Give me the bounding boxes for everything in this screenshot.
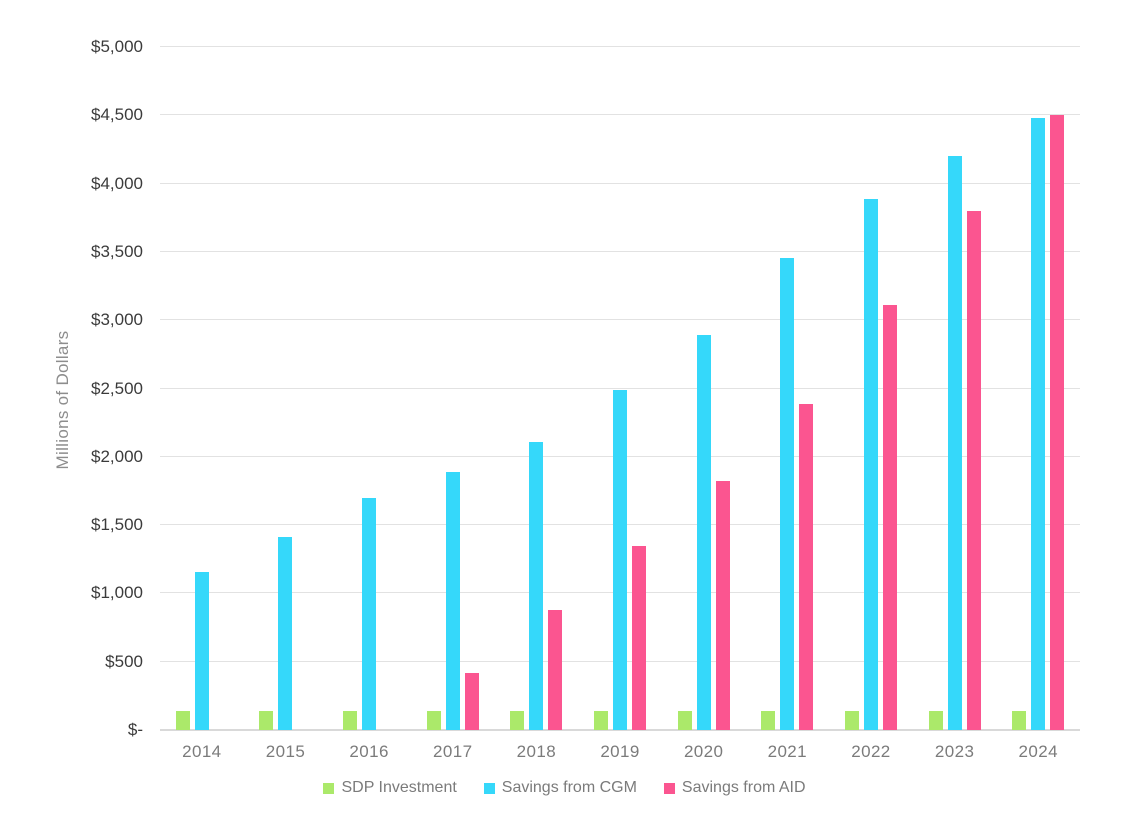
- legend-label: Savings from CGM: [501, 779, 637, 796]
- bar-savings-from-cgm-2023: [947, 156, 962, 730]
- gridline: [160, 182, 1080, 184]
- bar-savings-from-aid-2024: [1050, 114, 1065, 730]
- legend-swatch-icon: [323, 782, 335, 794]
- bars-layer: [160, 47, 1080, 730]
- y-tick-label: $3,500: [91, 241, 143, 261]
- bar-group-2022: [829, 47, 913, 730]
- bar-group-2023: [913, 47, 997, 730]
- bar-sdp-investment-2016: [343, 710, 358, 730]
- bar-savings-from-cgm-2020: [696, 335, 711, 730]
- x-tick-label-2022: 2022: [851, 742, 891, 761]
- legend-item-savings-from-aid: Savings from AID: [663, 779, 806, 797]
- legend-item-savings-from-cgm: Savings from CGM: [483, 779, 637, 797]
- x-tick-label-2015: 2015: [265, 742, 306, 761]
- bar-sdp-investment-2018: [510, 710, 525, 730]
- bar-savings-from-cgm-2021: [780, 258, 795, 730]
- bar-savings-from-cgm-2015: [278, 536, 293, 730]
- gridline: [160, 319, 1080, 321]
- plot-area: $5,000 $4,500 $4,000 $3,500 $3,000 $2,500 $2,0…: [91, 37, 1080, 739]
- bar-sdp-investment-2019: [594, 710, 609, 730]
- x-tick-label-2014: 2014: [182, 742, 222, 761]
- bar-savings-from-cgm-2014: [194, 571, 209, 730]
- bar-savings-from-aid-2022: [882, 304, 897, 730]
- x-axis-line: [160, 729, 1080, 731]
- x-axis-labels: 2014 2015 2016 2017 2018 2019 2020 2021 2022 2023…: [160, 742, 1080, 762]
- bar-savings-from-aid-2018: [548, 610, 563, 730]
- bar-savings-from-cgm-2022: [863, 199, 878, 730]
- y-tick-label: $1,000: [91, 583, 143, 603]
- bar-group-2024: [996, 47, 1080, 730]
- x-tick-label-2017: 2017: [433, 742, 473, 761]
- bar-sdp-investment-2023: [928, 710, 943, 730]
- gridline: [160, 46, 1080, 47]
- legend-swatch-icon: [483, 782, 495, 794]
- bar-savings-from-cgm-2019: [613, 389, 628, 730]
- bar-sdp-investment-2020: [677, 710, 692, 730]
- bar-group-2019: [578, 47, 662, 730]
- y-tick-label: $2,000: [91, 446, 143, 466]
- bar-savings-from-aid-2019: [632, 546, 647, 730]
- bar-savings-from-aid-2017: [464, 672, 479, 730]
- bar-savings-from-aid-2023: [966, 210, 981, 730]
- bar-group-2021: [745, 47, 829, 730]
- legend-label: Savings from AID: [681, 779, 806, 796]
- bar-group-2016: [327, 47, 411, 730]
- x-tick-label-2019: 2019: [600, 742, 640, 761]
- bar-savings-from-aid-2020: [715, 481, 730, 730]
- bar-sdp-investment-2015: [259, 710, 274, 730]
- bar-sdp-investment-2014: [175, 710, 190, 730]
- bar-group-2014: [160, 47, 244, 730]
- bar-group-2018: [495, 47, 579, 730]
- gridline: [160, 250, 1080, 252]
- legend-swatch-icon: [663, 782, 675, 794]
- y-tick-label: $5,000: [91, 37, 143, 56]
- y-tick-label: $500: [105, 651, 143, 671]
- x-tick-label-2021: 2021: [767, 742, 808, 761]
- bar-group-2017: [411, 47, 495, 730]
- bar-sdp-investment-2022: [844, 710, 859, 730]
- bar-sdp-investment-2024: [1012, 710, 1027, 730]
- gridline: [160, 387, 1080, 389]
- y-tick-label: $1,500: [91, 515, 143, 535]
- y-tick-label: $4,500: [91, 105, 143, 125]
- bar-savings-from-cgm-2016: [362, 497, 377, 730]
- x-tick-label-2018: 2018: [516, 742, 557, 761]
- gridline: [160, 114, 1080, 116]
- x-tick-label-2016: 2016: [349, 742, 389, 761]
- y-tick-label: $2,500: [91, 378, 143, 398]
- x-tick-label-2023: 2023: [934, 742, 975, 761]
- bar-savings-from-cgm-2017: [445, 471, 460, 730]
- bar-savings-from-cgm-2024: [1031, 118, 1046, 730]
- x-tick-label-2024: 2024: [1018, 742, 1058, 761]
- x-tick-label-2020: 2020: [683, 742, 724, 761]
- legend-item-sdp-investment: SDP Investment: [323, 779, 457, 797]
- legend-label: SDP Investment: [341, 779, 457, 796]
- legend: SDP Investment Savings from CGM Savings fr…: [0, 779, 1129, 797]
- y-tick-label: $-: [127, 720, 143, 739]
- y-tick-label: $4,000: [91, 173, 143, 193]
- bar-savings-from-aid-2021: [799, 403, 814, 730]
- bar-sdp-investment-2021: [761, 710, 776, 730]
- bar-group-2020: [662, 47, 746, 730]
- bar-sdp-investment-2017: [426, 710, 441, 730]
- y-tick-label: $3,000: [91, 310, 143, 330]
- bar-savings-from-cgm-2018: [529, 442, 544, 730]
- bar-group-2015: [244, 47, 328, 730]
